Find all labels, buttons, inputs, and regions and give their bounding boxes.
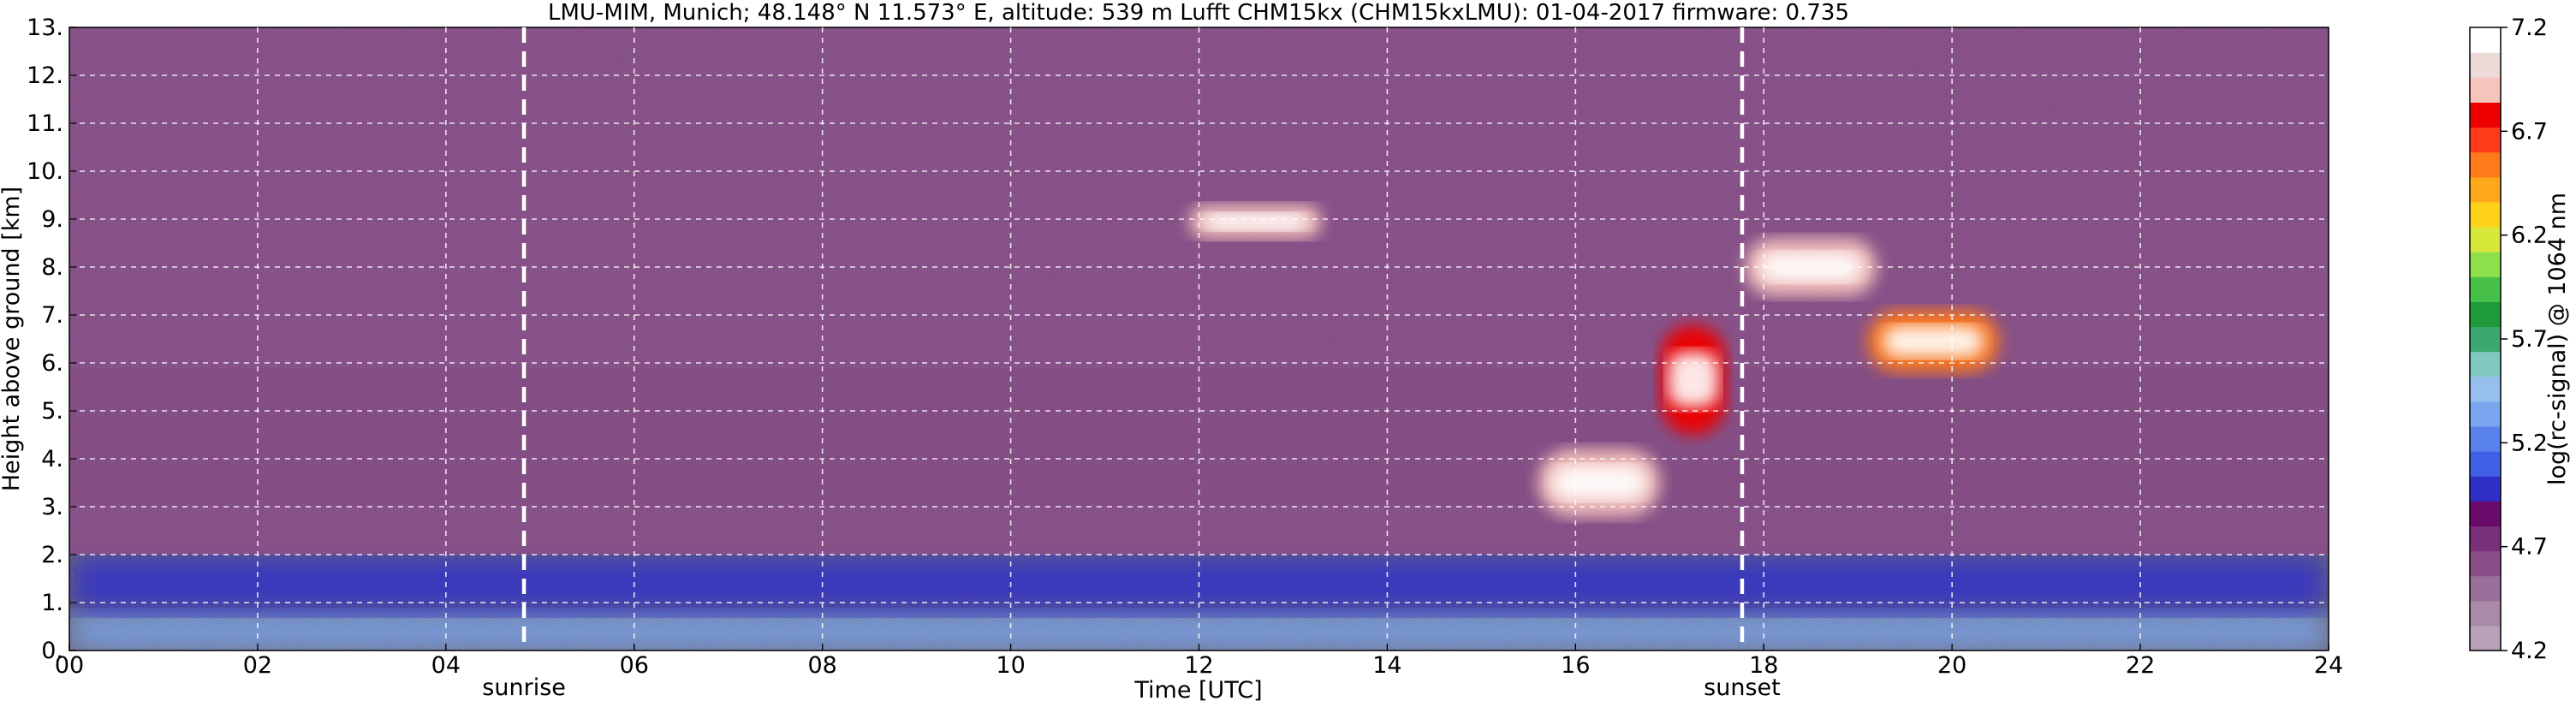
x-tick-label: 20 — [1937, 652, 1966, 679]
x-tick-label: 06 — [620, 652, 649, 679]
colorbar-tick-label: 5.2 — [2511, 430, 2548, 456]
colorbar-segment — [2470, 425, 2501, 452]
cloud-core — [1883, 325, 1984, 357]
y-tick-label: 11. — [27, 110, 63, 137]
sun-annotations: sunrise sunset — [482, 27, 1781, 701]
x-axis: 00 02 04 06 08 10 12 14 16 18 20 22 24 — [55, 644, 2343, 679]
y-tick-label: 4. — [41, 446, 63, 472]
x-tick-label: 24 — [2314, 652, 2343, 679]
colorbar: 4.2 4.7 5.2 5.7 6.2 6.7 7.2 — [2469, 15, 2548, 664]
y-tick-label: 1. — [41, 590, 63, 616]
colorbar-tick-label: 5.7 — [2511, 326, 2548, 353]
x-tick-label: 02 — [243, 652, 272, 679]
colorbar-segment — [2470, 176, 2501, 203]
colorbar-segment — [2470, 152, 2501, 178]
cloud-core — [1668, 352, 1719, 407]
colorbar-segment — [2470, 376, 2501, 402]
y-tick-label: 6. — [41, 350, 63, 377]
gridlines — [69, 27, 2329, 651]
y-tick-label: 2. — [41, 542, 63, 568]
signal-layer — [69, 27, 2329, 555]
y-tick-label: 7. — [41, 302, 63, 329]
x-tick-label: 08 — [807, 652, 836, 679]
colorbar-segment — [2470, 575, 2501, 602]
colorbar-segment — [2470, 351, 2501, 377]
y-axis-label: Height above ground [km] — [0, 187, 25, 491]
colorbar-segment — [2470, 501, 2501, 526]
x-tick-label: 14 — [1372, 652, 1401, 679]
y-tick-label: 12. — [27, 62, 63, 89]
colorbar-tick-label: 6.2 — [2511, 223, 2548, 249]
chart-title: LMU-MIM, Munich; 48.148° N 11.573° E, al… — [548, 0, 1849, 26]
colorbar-segment — [2470, 127, 2501, 153]
colorbar-segment — [2470, 252, 2501, 277]
colorbar-segment — [2470, 600, 2501, 627]
x-tick-label: 22 — [2126, 652, 2155, 679]
colorbar-tick-label: 4.7 — [2511, 534, 2548, 561]
colorbar-segment — [2470, 476, 2501, 502]
colorbar-segment — [2470, 326, 2501, 353]
x-axis-label: Time [UTC] — [1133, 677, 1262, 704]
colorbar-segment — [2470, 102, 2501, 128]
colorbar-segment — [2470, 77, 2501, 103]
y-tick-label: 8. — [41, 254, 63, 281]
colorbar-label: log(rc-signal) @ 1064 nm — [2544, 193, 2571, 485]
cloud-core — [1205, 213, 1306, 230]
sunset-label: sunset — [1704, 674, 1781, 701]
colorbar-segment — [2470, 301, 2501, 328]
cloud-core — [1552, 466, 1646, 500]
y-tick-label: 5. — [41, 398, 63, 425]
y-tick-label: 0. — [41, 638, 63, 664]
x-tick-label: 18 — [1749, 652, 1778, 679]
y-axis: 0. 1. 2. 3. 4. 5. 6. 7. 8. 9. 10. 11. 12. 13. — [27, 15, 76, 664]
colorbar-segment — [2470, 401, 2501, 427]
colorbar-segment — [2470, 276, 2501, 302]
sunrise-label: sunrise — [482, 674, 566, 701]
y-tick-label: 10. — [27, 158, 63, 185]
colorbar-tick-label: 6.7 — [2511, 118, 2548, 145]
colorbar-segment — [2470, 27, 2501, 53]
colorbar-segment — [2470, 526, 2501, 552]
colorbar-segment — [2470, 201, 2501, 228]
x-tick-label: 00 — [55, 652, 84, 679]
y-tick-label: 9. — [41, 206, 63, 233]
x-tick-label: 12 — [1184, 652, 1213, 679]
colorbar-segment — [2470, 451, 2501, 477]
y-tick-label: 3. — [41, 494, 63, 520]
y-tick-label: 13. — [27, 15, 63, 41]
colorbar-tick-label: 7.2 — [2511, 15, 2548, 41]
x-tick-label: 04 — [431, 652, 461, 679]
colorbar-segment — [2470, 52, 2501, 78]
colorbar-segment — [2470, 226, 2501, 253]
colorbar-segment — [2470, 625, 2501, 651]
cloud-core — [1760, 253, 1861, 282]
x-tick-label: 16 — [1561, 652, 1590, 679]
x-tick-label: 10 — [996, 652, 1025, 679]
colorbar-tick-label: 4.2 — [2511, 638, 2548, 664]
colorbar-segment — [2470, 550, 2501, 577]
